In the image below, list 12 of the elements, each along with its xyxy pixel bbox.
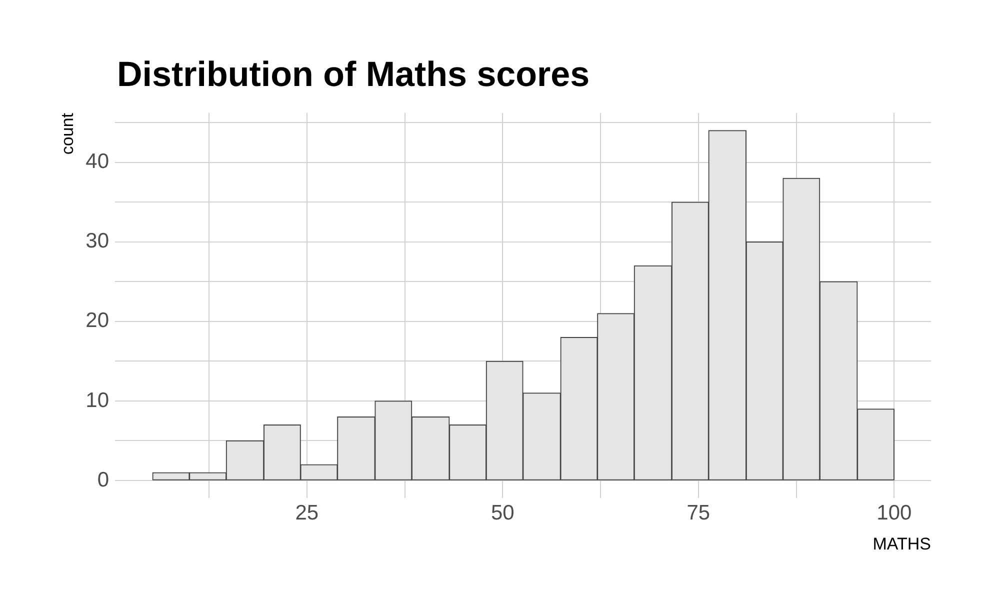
x-tick-label: 50 (490, 501, 514, 524)
y-tick-label: 30 (86, 230, 109, 253)
x-tick-label: 75 (686, 501, 710, 524)
chart-title: Distribution of Maths scores (117, 55, 590, 94)
y-tick-label: 10 (86, 388, 109, 412)
y-axis-title: count (58, 112, 77, 155)
y-tick-label: 0 (97, 468, 109, 492)
x-tick-label: 100 (876, 501, 912, 524)
y-tick-label: 40 (86, 150, 109, 174)
x-tick-label: 25 (295, 501, 319, 524)
y-tick-label: 20 (86, 309, 109, 332)
x-axis-title: MATHS (872, 534, 931, 554)
